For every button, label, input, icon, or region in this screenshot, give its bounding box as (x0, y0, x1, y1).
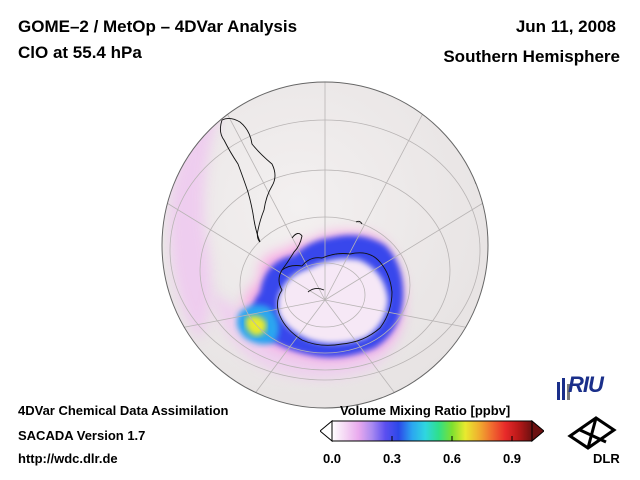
colorbar (320, 420, 544, 442)
colorbar-ramp (331, 420, 533, 442)
footer-line-1: 4DVar Chemical Data Assimilation (18, 403, 229, 418)
colorbar-tick-label: 0.0 (322, 451, 342, 466)
globe-map (161, 81, 489, 409)
colorbar-low-arrow (320, 420, 333, 442)
antarctic-peninsula-coast (281, 233, 303, 271)
species-level-label: ClO at 55.4 hPa (18, 43, 142, 62)
footer-url: http://wdc.dlr.de (18, 451, 118, 466)
product-title: GOME–2 / MetOp – 4DVar Analysis (18, 17, 298, 36)
antarctica-coast (277, 252, 393, 346)
footer-line-2: SACADA Version 1.7 (18, 428, 146, 443)
graticule (162, 82, 488, 401)
date-label: Jun 11, 2008 (515, 17, 616, 36)
clo-peak (245, 315, 267, 336)
south-america-coast (221, 117, 276, 243)
colorbar-tick-label: 0.6 (442, 451, 462, 466)
dlr-logo-icon (567, 416, 617, 450)
colorbar-high-arrow (531, 420, 544, 442)
hemisphere-label: Southern Hemisphere (443, 47, 620, 66)
riu-logo: RIU (568, 372, 604, 397)
colorbar-title: Volume Mixing Ratio [ppbv] (340, 403, 511, 418)
riu-logo-icon (557, 378, 570, 400)
colorbar-tick-label: 0.9 (502, 451, 522, 466)
dlr-logo: DLR (593, 451, 620, 466)
colorbar-tick-label: 0.3 (382, 451, 402, 466)
globe-outline (161, 81, 489, 409)
